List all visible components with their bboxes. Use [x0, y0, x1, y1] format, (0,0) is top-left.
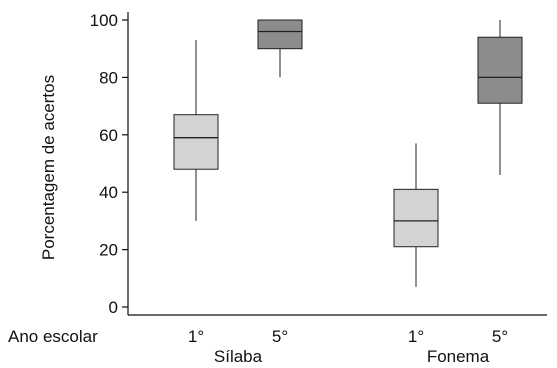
- school-year-row-label: Ano escolar: [8, 327, 98, 346]
- y-tick-label: 80: [99, 68, 118, 87]
- box-iqr: [173, 114, 219, 170]
- school-year-label: 5°: [492, 327, 508, 346]
- box-iqr: [393, 188, 439, 248]
- axes: 0 20 40 60 80 100: [90, 11, 547, 317]
- y-ticks: 0 20 40 60 80 100: [90, 11, 128, 317]
- school-year-label: 1°: [188, 327, 204, 346]
- boxes: [173, 19, 523, 287]
- box-0-1: [257, 19, 303, 78]
- box-1-2: [393, 143, 439, 287]
- box-1-3: [477, 20, 523, 175]
- y-tick-label: 40: [99, 183, 118, 202]
- y-axis-label: Porcentagem de acertos: [39, 75, 58, 260]
- y-tick-label: 60: [99, 126, 118, 145]
- school-year-label: 1°: [408, 327, 424, 346]
- box-iqr: [257, 19, 303, 50]
- group-label: Sílaba: [214, 347, 263, 366]
- school-year-label: 5°: [272, 327, 288, 346]
- box-iqr: [477, 36, 523, 104]
- y-tick-label: 0: [109, 298, 118, 317]
- y-tick-label: 100: [90, 11, 118, 30]
- group-label: Fonema: [427, 347, 490, 366]
- box-0-0: [173, 40, 219, 221]
- y-tick-label: 20: [99, 241, 118, 260]
